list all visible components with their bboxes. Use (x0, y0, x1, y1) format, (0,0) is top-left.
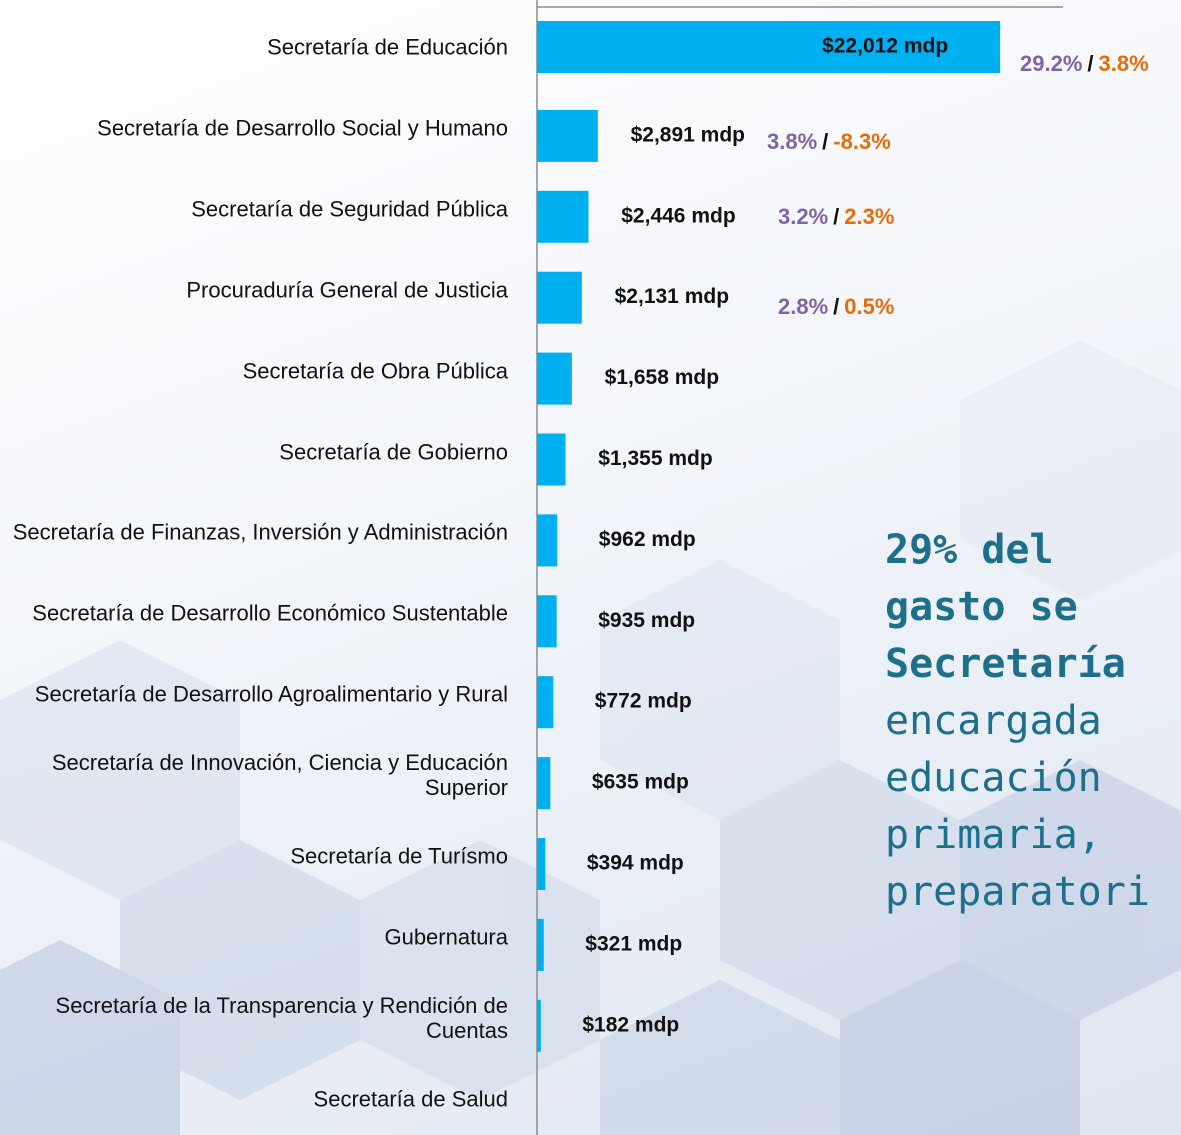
bar (537, 595, 557, 648)
value-label: $182 mdp (582, 1013, 679, 1036)
note-line: educación (885, 755, 1102, 801)
change: -8.3% (833, 129, 890, 154)
value-label: $321 mdp (585, 932, 682, 955)
category-label: Procuraduría General de Justicia (186, 277, 508, 303)
separator: / (1087, 51, 1093, 76)
category-label: Secretaría de Turísmo (290, 843, 508, 869)
category-label: Secretaría de Educación (267, 34, 508, 60)
note-line: encargada (885, 698, 1102, 744)
note-line: Secretaría (885, 641, 1126, 687)
value-label: $962 mdp (599, 528, 696, 551)
value-label: $935 mdp (598, 609, 695, 632)
separator: / (833, 204, 839, 229)
category-label: Secretaría de Desarrollo Económico Suste… (32, 600, 508, 626)
category-label: Secretaría de Salud (313, 1086, 508, 1112)
value-label: $22,012 mdp (822, 35, 948, 58)
share: 3.8% (767, 129, 817, 154)
value-label: $1,355 mdp (598, 447, 712, 470)
bar (537, 676, 554, 729)
change: 0.5% (844, 294, 894, 319)
bar (537, 21, 1001, 73)
value-label: $2,891 mdp (631, 123, 745, 146)
annotation: 3.2%/2.3% (778, 204, 894, 229)
share: 2.8% (778, 294, 828, 319)
category-label: Secretaría de Gobierno (279, 439, 508, 464)
bar (537, 999, 541, 1052)
value-label: $772 mdp (595, 690, 692, 713)
annotation: 2.8%/0.5% (778, 294, 894, 319)
category-label: Secretaría de Obra Pública (242, 358, 508, 384)
note-line: gasto se (885, 584, 1078, 630)
category-label: Secretaría de Desarrollo Social y Humano (97, 115, 508, 141)
value-label: $2,131 mdp (615, 285, 729, 308)
value-label: $1,658 mdp (605, 366, 719, 389)
note-line: 29% del (885, 527, 1054, 573)
bar (537, 352, 572, 405)
category-label: Secretaría de Innovación, Ciencia y Educ… (51, 750, 508, 801)
category-label: Gubernatura (384, 924, 508, 950)
value-label: $394 mdp (587, 852, 684, 875)
note-line: preparatori (885, 869, 1150, 915)
bar (537, 918, 544, 971)
separator: / (833, 294, 839, 319)
bar (537, 838, 546, 890)
category-label: Secretaría de Seguridad Pública (191, 196, 508, 222)
annotation: 29.2%/3.8% (1020, 51, 1149, 76)
bar (537, 109, 598, 162)
background-hexagons (0, 340, 1181, 1135)
note-line: primaria, (885, 812, 1102, 858)
annotation: 3.8% / -8.3% (767, 129, 891, 154)
category-label: Secretaría de la Transparencia y Rendici… (55, 992, 508, 1043)
bar (537, 271, 582, 324)
value-label: $2,446 mdp (621, 204, 735, 227)
category-label: Secretaría de Desarrollo Agroalimentario… (34, 681, 508, 707)
category-label: Secretaría de Finanzas, Inversión y Admi… (12, 519, 508, 545)
bar (537, 757, 551, 810)
bar (537, 514, 558, 567)
bar (537, 190, 589, 243)
change: 2.3% (844, 204, 894, 229)
share: 29.2% (1020, 51, 1082, 76)
share: 3.2% (778, 204, 828, 229)
change: 3.8% (1099, 51, 1149, 76)
separator: / (822, 129, 828, 154)
value-label: $635 mdp (592, 771, 689, 794)
bar (537, 433, 566, 486)
